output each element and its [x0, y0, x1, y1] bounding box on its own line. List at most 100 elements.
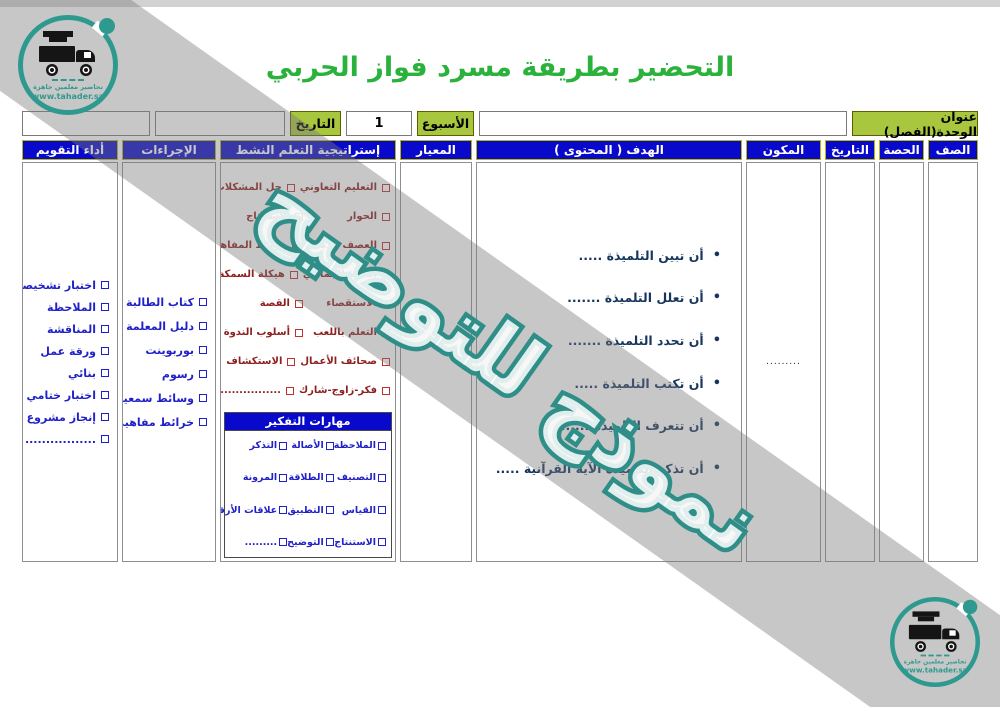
- thinking-skill-item-checkbox[interactable]: [378, 473, 386, 482]
- objective-item: • أن تكتب التلميذة .....: [483, 376, 721, 392]
- thinking-skills-grid: الملاحظة الأصالة التذكر التصنيف الطلاقة المرو…: [221, 431, 391, 557]
- strategy-item-checkbox[interactable]: [382, 270, 390, 279]
- thinking-skill-item-checkbox[interactable]: [279, 538, 288, 547]
- strategy-item-checkbox[interactable]: [295, 212, 303, 221]
- procedure-item-checkbox[interactable]: [199, 370, 207, 378]
- procedure-item-checkbox[interactable]: [199, 298, 207, 306]
- strategy-item-label: التعلم الجماعي: [302, 269, 377, 280]
- strategy-item-checkbox[interactable]: [382, 183, 390, 192]
- thinking-skill-item-checkbox[interactable]: [325, 441, 334, 450]
- thinking-skill-item-label: .........: [244, 536, 278, 548]
- strategy-item-checkbox[interactable]: [382, 299, 390, 308]
- strategy-item-checkbox[interactable]: [382, 241, 390, 250]
- component-cell[interactable]: .........: [746, 162, 821, 562]
- procedure-item-label: وسائط سمعية: [122, 391, 194, 405]
- procedure-item-checkbox[interactable]: [199, 394, 207, 402]
- objective-text: أن تعلل التلميذة .......: [567, 290, 704, 306]
- thinking-skill-item-label: التذكر: [249, 440, 278, 452]
- evaluation-item-checkbox[interactable]: [101, 413, 109, 421]
- strategy-item: فكر-زاوج-شارك: [299, 385, 395, 396]
- period-cell[interactable]: [879, 162, 924, 562]
- column-header-strategy: إستراتيجية التعلم النشط: [220, 140, 396, 160]
- thinking-skill-item: المرونة: [221, 472, 288, 483]
- thinking-skill-item-label: التطبيق: [287, 504, 324, 516]
- unit-title-input[interactable]: [479, 111, 847, 136]
- bullet-icon: •: [712, 375, 721, 391]
- truck-icon: [908, 611, 961, 652]
- thinking-skill-item-checkbox[interactable]: [378, 538, 386, 547]
- procedure-item: رسوم: [123, 368, 207, 381]
- thinking-skill-item-checkbox[interactable]: [325, 506, 334, 515]
- strategy-item-checkbox[interactable]: [287, 357, 296, 366]
- week-label: الأسبوع: [417, 111, 474, 136]
- class-cell[interactable]: [928, 162, 978, 562]
- evaluation-item-checkbox[interactable]: [101, 281, 109, 289]
- thinking-skill-item-checkbox[interactable]: [325, 473, 334, 482]
- evaluation-item-checkbox[interactable]: [101, 347, 109, 355]
- date-input-1[interactable]: [155, 111, 285, 136]
- strategy-item-checkbox[interactable]: [295, 299, 303, 308]
- evaluation-item-checkbox[interactable]: [101, 369, 109, 377]
- logo-website: www.tahader.sa: [902, 666, 968, 675]
- evaluation-item-checkbox[interactable]: [101, 435, 109, 443]
- thinking-skill-item-label: علاقات الأرقام: [221, 504, 278, 516]
- objective-text: أن تتعرف التلميذة ......: [560, 418, 704, 434]
- objective-text: أن تبين التلميذة .....: [578, 247, 704, 263]
- procedure-item: خرائط مفاهيم: [123, 416, 207, 429]
- strategy-item-checkbox[interactable]: [382, 212, 390, 221]
- thinking-skill-item-label: الاستنتاج: [334, 536, 376, 548]
- thinking-skill-item: الطلاقة: [287, 472, 334, 483]
- strategy-item-checkbox[interactable]: [295, 328, 303, 337]
- strategy-item: التعلم الجماعي: [303, 269, 395, 280]
- evaluation-item: إنجاز مشروع: [23, 411, 109, 424]
- strategy-item-label: هيكلة السمكة: [220, 269, 285, 280]
- date-cell[interactable]: [825, 162, 875, 562]
- top-fields-row: عنوان الوحدة(الفصل) الأسبوع 1 التاريخ: [22, 109, 978, 139]
- strategy-item-checkbox[interactable]: [286, 183, 295, 192]
- strategy-item: هيكلة السمكة: [220, 269, 303, 280]
- thinking-skill-item-checkbox[interactable]: [378, 506, 386, 515]
- procedure-item-label: بوربوينت: [145, 343, 194, 357]
- strategy-item-label: الحوار: [347, 211, 377, 222]
- evaluation-item-checkbox[interactable]: [101, 325, 109, 333]
- thinking-skill-item-label: الملاحظة: [333, 440, 376, 452]
- thinking-skill-item-checkbox[interactable]: [325, 538, 334, 547]
- procedure-item-checkbox[interactable]: [199, 346, 207, 354]
- strategy-item: الاستقصاء: [308, 298, 395, 309]
- strategy-item-checkbox[interactable]: [285, 386, 294, 395]
- thinking-skill-item-label: التوضيح: [287, 536, 324, 548]
- strategy-row: العصف الذهني خرائط المفاهيم: [221, 231, 395, 260]
- strategy-item: أسلوب الندوة: [221, 327, 308, 338]
- criterion-cell[interactable]: [400, 162, 472, 562]
- column-period: الحصة: [879, 140, 924, 562]
- strategy-item-label: الاستقصاء: [326, 298, 377, 309]
- procedure-item: وسائط سمعية: [123, 392, 207, 405]
- thinking-skill-item: القياس: [334, 505, 386, 516]
- evaluation-item: الملاحظة: [23, 301, 109, 314]
- strategy-item: .................: [221, 385, 299, 396]
- truck-icon: [39, 31, 97, 76]
- strategy-item: القصة: [221, 298, 308, 309]
- thinking-skill-item: علاقات الأرقام: [221, 504, 288, 516]
- strategy-item-checkbox[interactable]: [382, 386, 390, 395]
- procedure-item-checkbox[interactable]: [199, 322, 207, 330]
- strategy-item-checkbox[interactable]: [382, 357, 390, 366]
- evaluation-item-checkbox[interactable]: [101, 303, 109, 311]
- thinking-skill-item-checkbox[interactable]: [378, 441, 386, 450]
- column-header-evaluation: أداء التقويم: [22, 140, 118, 160]
- thinking-skill-item-checkbox[interactable]: [279, 473, 288, 482]
- evaluation-item-label: المناقشة: [47, 322, 96, 336]
- objective-text: أن تحدد التلميذة .......: [567, 332, 704, 348]
- objectives-cell: • أن تبين التلميذة ..... • أن تعلل التلميذة…: [476, 162, 742, 562]
- strategy-row: التعلم الجماعي هيكلة السمكة: [221, 260, 395, 289]
- week-input[interactable]: 1: [346, 111, 412, 136]
- evaluation-item-checkbox[interactable]: [101, 391, 109, 399]
- strategy-item-checkbox[interactable]: [289, 270, 298, 279]
- watermark-top-strip: [0, 0, 1000, 7]
- strategy-item-checkbox[interactable]: [382, 328, 390, 337]
- strategy-item: الحوار: [308, 211, 395, 222]
- procedure-item-checkbox[interactable]: [199, 418, 207, 426]
- thinking-skill-item-checkbox[interactable]: [279, 506, 288, 515]
- thinking-skill-item-checkbox[interactable]: [279, 441, 288, 450]
- strategy-item-checkbox[interactable]: [291, 241, 300, 250]
